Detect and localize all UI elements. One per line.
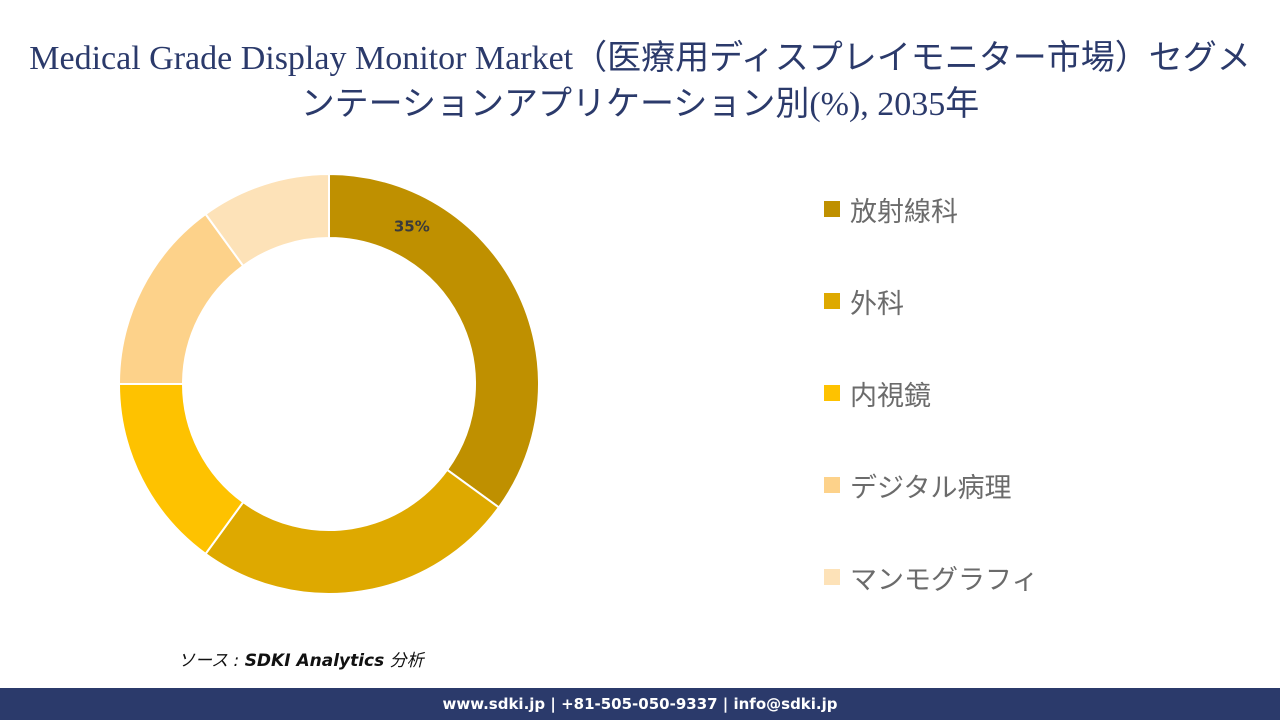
legend-item-1: 放射線科 [824,186,1244,232]
source-suffix: 分析 [384,651,424,671]
legend-item-4: デジタル病理 [824,462,1244,508]
donut-slice-2 [204,468,501,595]
data-label-1: 35% [394,217,430,235]
chart-title: Medical Grade Display Monitor Market（医療用… [29,40,1251,123]
source-prefix: ソース : [178,651,245,671]
source-note: ソース : SDKI Analytics 分析 [178,646,424,671]
legend-swatch [824,201,840,217]
donut-data-labels: 35% [394,217,430,235]
donut-slice-3 [117,383,245,556]
footer-contact-bar: www.sdki.jp | +81-505-050-9337 | info@sd… [0,688,1280,720]
legend-label: マンモグラフィ [850,564,1039,596]
donut-slice-5 [204,172,330,268]
donut-slice-1 [328,172,540,509]
legend-swatch [824,385,840,401]
legend-label: 外科 [850,288,904,320]
legend-swatch [824,293,840,309]
donut-slices [117,172,540,595]
legend-label: 内視鏡 [850,380,931,412]
chart-legend: 放射線科外科内視鏡デジタル病理 マンモグラフィ [824,186,1244,646]
source-name: SDKI Analytics [244,651,385,671]
legend-swatch [824,477,840,493]
legend-swatch [824,569,840,585]
legend-item-2: 外科 [824,278,1244,324]
legend-item-3: 内視鏡 [824,370,1244,416]
legend-label: デジタル病理 [850,472,1012,504]
legend-label: 放射線科 [850,196,958,228]
legend-item-5: マンモグラフィ [824,554,1244,600]
